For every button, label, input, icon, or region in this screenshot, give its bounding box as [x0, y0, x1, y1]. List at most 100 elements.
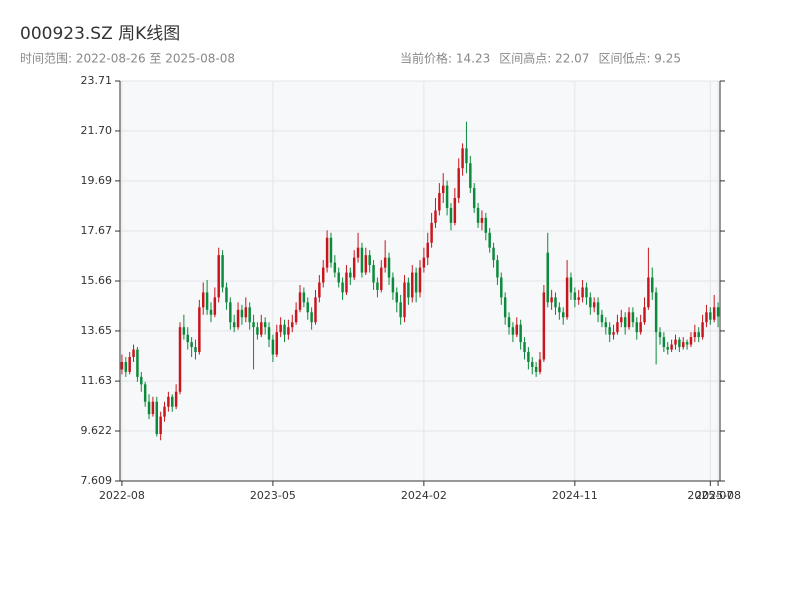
candle-body	[430, 222, 433, 243]
candle-body	[364, 255, 368, 273]
candle-body	[534, 366, 538, 372]
candle-body	[314, 297, 317, 323]
candle-body	[190, 342, 193, 348]
candle-body	[213, 297, 217, 315]
candle-body	[647, 277, 650, 308]
candle-body	[163, 406, 166, 417]
candle-body	[232, 322, 236, 328]
candle-body	[325, 237, 329, 268]
candle-body	[697, 332, 700, 338]
candle-body	[469, 163, 472, 189]
candle-body	[666, 347, 669, 350]
candle-body	[368, 255, 371, 266]
candle-body	[500, 277, 503, 298]
candle-body	[171, 396, 174, 407]
candle-body	[457, 168, 460, 199]
candle-body	[306, 302, 309, 313]
candle-body	[581, 287, 584, 298]
candle-body	[445, 185, 449, 208]
axes: 7.609 9.622 11.63 13.65 15.66 17.67 19.69 21.70…	[81, 74, 742, 502]
candle-body	[310, 312, 313, 323]
candle-body	[453, 198, 457, 223]
candle-body	[225, 287, 228, 303]
candle-body	[356, 247, 360, 258]
y-tick-label: 21.70	[81, 124, 113, 137]
y-tick-label: 11.63	[81, 374, 113, 387]
candle-body	[577, 297, 580, 300]
candle-body	[360, 247, 364, 273]
candle-body	[538, 359, 542, 372]
candle-body	[209, 309, 213, 315]
candle-body	[337, 272, 340, 283]
candle-body	[612, 332, 615, 335]
candle-body	[585, 287, 588, 298]
candle-body	[411, 272, 414, 298]
candle-body	[620, 317, 623, 323]
candle-body	[403, 282, 406, 318]
candle-body	[604, 322, 608, 328]
candle-body	[592, 302, 596, 308]
candle-body	[395, 292, 399, 303]
candle-body	[465, 148, 468, 164]
y-tick-label: 15.66	[81, 274, 113, 287]
candle-body	[527, 352, 530, 362]
candle-body	[287, 327, 290, 335]
candle-body	[569, 277, 573, 293]
candle-body	[128, 357, 131, 372]
candle-body	[631, 312, 635, 323]
candle-body	[681, 342, 685, 348]
candle-body	[565, 277, 569, 318]
candle-body	[678, 339, 681, 348]
candle-body	[260, 322, 263, 335]
candle-body	[217, 255, 220, 298]
candle-body	[608, 327, 611, 335]
candle-body	[438, 193, 441, 211]
candle-body	[352, 257, 356, 278]
candle-body	[492, 247, 495, 261]
candle-body	[252, 322, 255, 328]
candle-body	[472, 188, 476, 208]
candle-body	[387, 257, 391, 278]
candle-body	[426, 242, 429, 258]
candle-body	[558, 307, 561, 313]
candle-body	[271, 339, 275, 355]
subtitle: 时间范围: 2022-08-26 至 2025-08-08	[20, 52, 235, 66]
chart-title: 000923.SZ 周K线图	[20, 24, 180, 44]
candle-body	[383, 257, 387, 268]
candles	[120, 121, 720, 441]
candle-body	[174, 391, 178, 407]
candle-body	[503, 297, 507, 318]
candle-body	[279, 324, 282, 333]
candle-body	[302, 292, 306, 303]
y-tick-label: 19.69	[81, 174, 113, 187]
candle-body	[542, 292, 546, 360]
candle-body	[178, 327, 182, 392]
candle-body	[321, 267, 325, 283]
candle-body	[709, 312, 712, 320]
candle-body	[496, 260, 499, 278]
candle-body	[345, 272, 348, 293]
candle-body	[205, 292, 209, 310]
candle-body	[418, 267, 422, 293]
candle-body	[318, 282, 321, 298]
candle-body	[147, 401, 151, 415]
candle-body	[256, 327, 259, 335]
stats: 当前价格: 14.23 区间高点: 22.07 区间低点: 9.25	[400, 51, 681, 66]
candle-body	[635, 322, 639, 333]
candle-body	[546, 252, 549, 303]
candle-body	[407, 282, 410, 298]
candle-body	[484, 217, 488, 233]
candle-body	[132, 349, 135, 358]
candle-body	[198, 307, 201, 353]
candle-body	[240, 309, 244, 318]
candle-body	[561, 312, 565, 318]
candle-body	[399, 302, 402, 318]
candle-body	[627, 312, 631, 328]
candle-body	[449, 207, 453, 223]
candle-body	[519, 324, 522, 343]
candle-body	[140, 376, 143, 385]
candle-body	[229, 302, 232, 323]
candle-body	[554, 297, 557, 308]
candle-body	[298, 292, 302, 310]
